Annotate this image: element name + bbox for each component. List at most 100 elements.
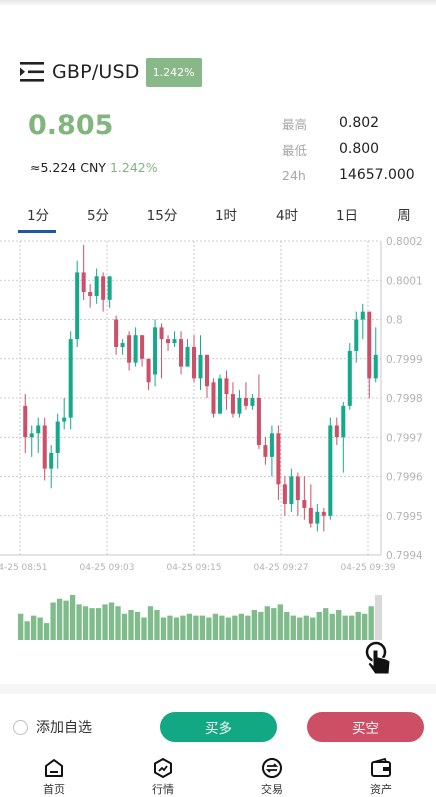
tabbar-label: 交易: [261, 783, 283, 796]
volume-bar: [258, 611, 264, 640]
volume-bar: [147, 606, 154, 640]
volume-bar: [368, 606, 374, 640]
volume-bar: [271, 608, 277, 640]
candlestick-chart[interactable]: 0.8002 0.8001 0.8 0.7999 0.7998 0.7997 0.7996 0…: [0, 235, 436, 655]
x-axis-tick-label: 04-25 09:27: [254, 563, 309, 573]
hand-pointer-icon: [365, 641, 391, 675]
volume-bar: [336, 610, 342, 640]
pair-header: GBP/USD 1.242%: [20, 56, 202, 88]
candle-body: [185, 346, 190, 367]
y-axis-tick-label: 0.8001: [386, 275, 423, 287]
tabbar-item-assets[interactable]: 资产: [351, 757, 411, 797]
bottom-tabbar: 首页 行情 交易 资产: [0, 752, 436, 797]
favorite-radio[interactable]: [13, 719, 28, 735]
volume-bar: [219, 615, 225, 640]
volume-bar: [121, 613, 128, 640]
x-axis-tick-label: 04-25 08:51: [0, 563, 47, 573]
candle-body: [289, 476, 294, 504]
stat-value: 0.802: [339, 115, 380, 131]
tab-4hour[interactable]: 4时: [275, 208, 299, 224]
volume-bar: [251, 610, 257, 640]
volume-bar: [18, 613, 24, 640]
tab-5min[interactable]: 5分: [86, 208, 110, 224]
tab-1hour[interactable]: 1时: [214, 208, 238, 224]
volume-bar: [303, 615, 309, 640]
candle-body: [341, 405, 346, 438]
candle-body: [140, 335, 145, 359]
tab-week[interactable]: 周: [397, 208, 411, 224]
volume-bar: [24, 621, 30, 640]
tabbar-item-market[interactable]: 行情: [133, 757, 193, 797]
candle-body: [328, 425, 333, 516]
volume-bar: [108, 602, 115, 640]
candle-body: [29, 433, 34, 438]
volume-bar: [63, 600, 69, 640]
stat-label: 24h: [282, 167, 306, 183]
interval-tabs: 1分 5分 15分 1时 4时 1日 周: [0, 200, 436, 234]
candle-body: [172, 339, 177, 344]
candle-body: [133, 335, 138, 363]
stat-row-24h: 24h 14657.000: [282, 162, 432, 188]
volume-bar: [284, 611, 290, 640]
volume-bar: [329, 613, 335, 640]
candle-body: [107, 276, 112, 300]
stat-value: 0.800: [339, 141, 380, 157]
candle-body: [367, 311, 372, 379]
cny-line: ≈5.224 CNY 1.242%: [30, 160, 158, 175]
stat-value: 14657.000: [339, 167, 415, 183]
buy-long-button[interactable]: 买多: [160, 712, 277, 742]
volume-bar: [362, 613, 368, 640]
tab-15min[interactable]: 15分: [146, 208, 178, 224]
volume-bar: [245, 615, 251, 640]
volume-bar: [76, 604, 82, 640]
section-divider: [0, 684, 436, 694]
candle-body: [315, 511, 320, 524]
volume-bar: [323, 608, 329, 640]
sell-short-button[interactable]: 买空: [307, 712, 424, 742]
volume-bar: [134, 611, 141, 640]
volume-bar: [199, 615, 206, 640]
candle-body: [211, 382, 216, 414]
candle-body: [321, 511, 326, 516]
volume-bar: [82, 606, 89, 640]
candle-body: [36, 425, 41, 434]
tab-1min[interactable]: 1分: [26, 208, 50, 224]
candle-body: [354, 319, 359, 351]
tabbar-item-home[interactable]: 首页: [24, 757, 84, 797]
candle-body: [256, 398, 261, 446]
candle-body: [191, 346, 197, 379]
menu-toggle-icon[interactable]: [20, 61, 46, 83]
candle-body: [94, 276, 99, 296]
change-badge: 1.242%: [145, 57, 202, 87]
wallet-icon: [371, 757, 391, 777]
x-axis-tick-label: 04-25 09:39: [341, 563, 396, 573]
add-favorite[interactable]: 添加自选: [13, 717, 92, 737]
candle-body: [198, 354, 203, 379]
candle-body: [334, 425, 339, 438]
candle-body: [23, 405, 28, 438]
candle-body: [68, 339, 73, 418]
tabbar-item-trade[interactable]: 交易: [242, 757, 302, 797]
volume-bar: [355, 611, 361, 640]
volume-bar: [180, 615, 186, 640]
candle-body: [276, 433, 281, 485]
candle-body: [360, 311, 365, 320]
volume-bar: [141, 617, 147, 640]
volume-bar: [173, 617, 180, 640]
pair-symbol[interactable]: GBP/USD: [52, 61, 140, 83]
candle-body: [269, 433, 274, 457]
candle-body: [263, 445, 268, 457]
candle-body: [127, 335, 132, 363]
tab-1day[interactable]: 1日: [335, 208, 359, 224]
volume-bar: [238, 613, 245, 640]
tabbar-label: 首页: [43, 783, 65, 796]
stat-row-low: 最低 0.800: [282, 136, 432, 162]
volume-bar: [43, 623, 50, 640]
volume-bar: [206, 617, 212, 640]
volume-bar: [232, 615, 238, 640]
y-axis-tick-label: 0.7995: [386, 511, 423, 523]
volume-bar: [89, 608, 95, 640]
candle-body: [153, 327, 158, 375]
candle-body: [295, 476, 300, 501]
y-axis-tick-label: 0.7994: [386, 550, 423, 562]
